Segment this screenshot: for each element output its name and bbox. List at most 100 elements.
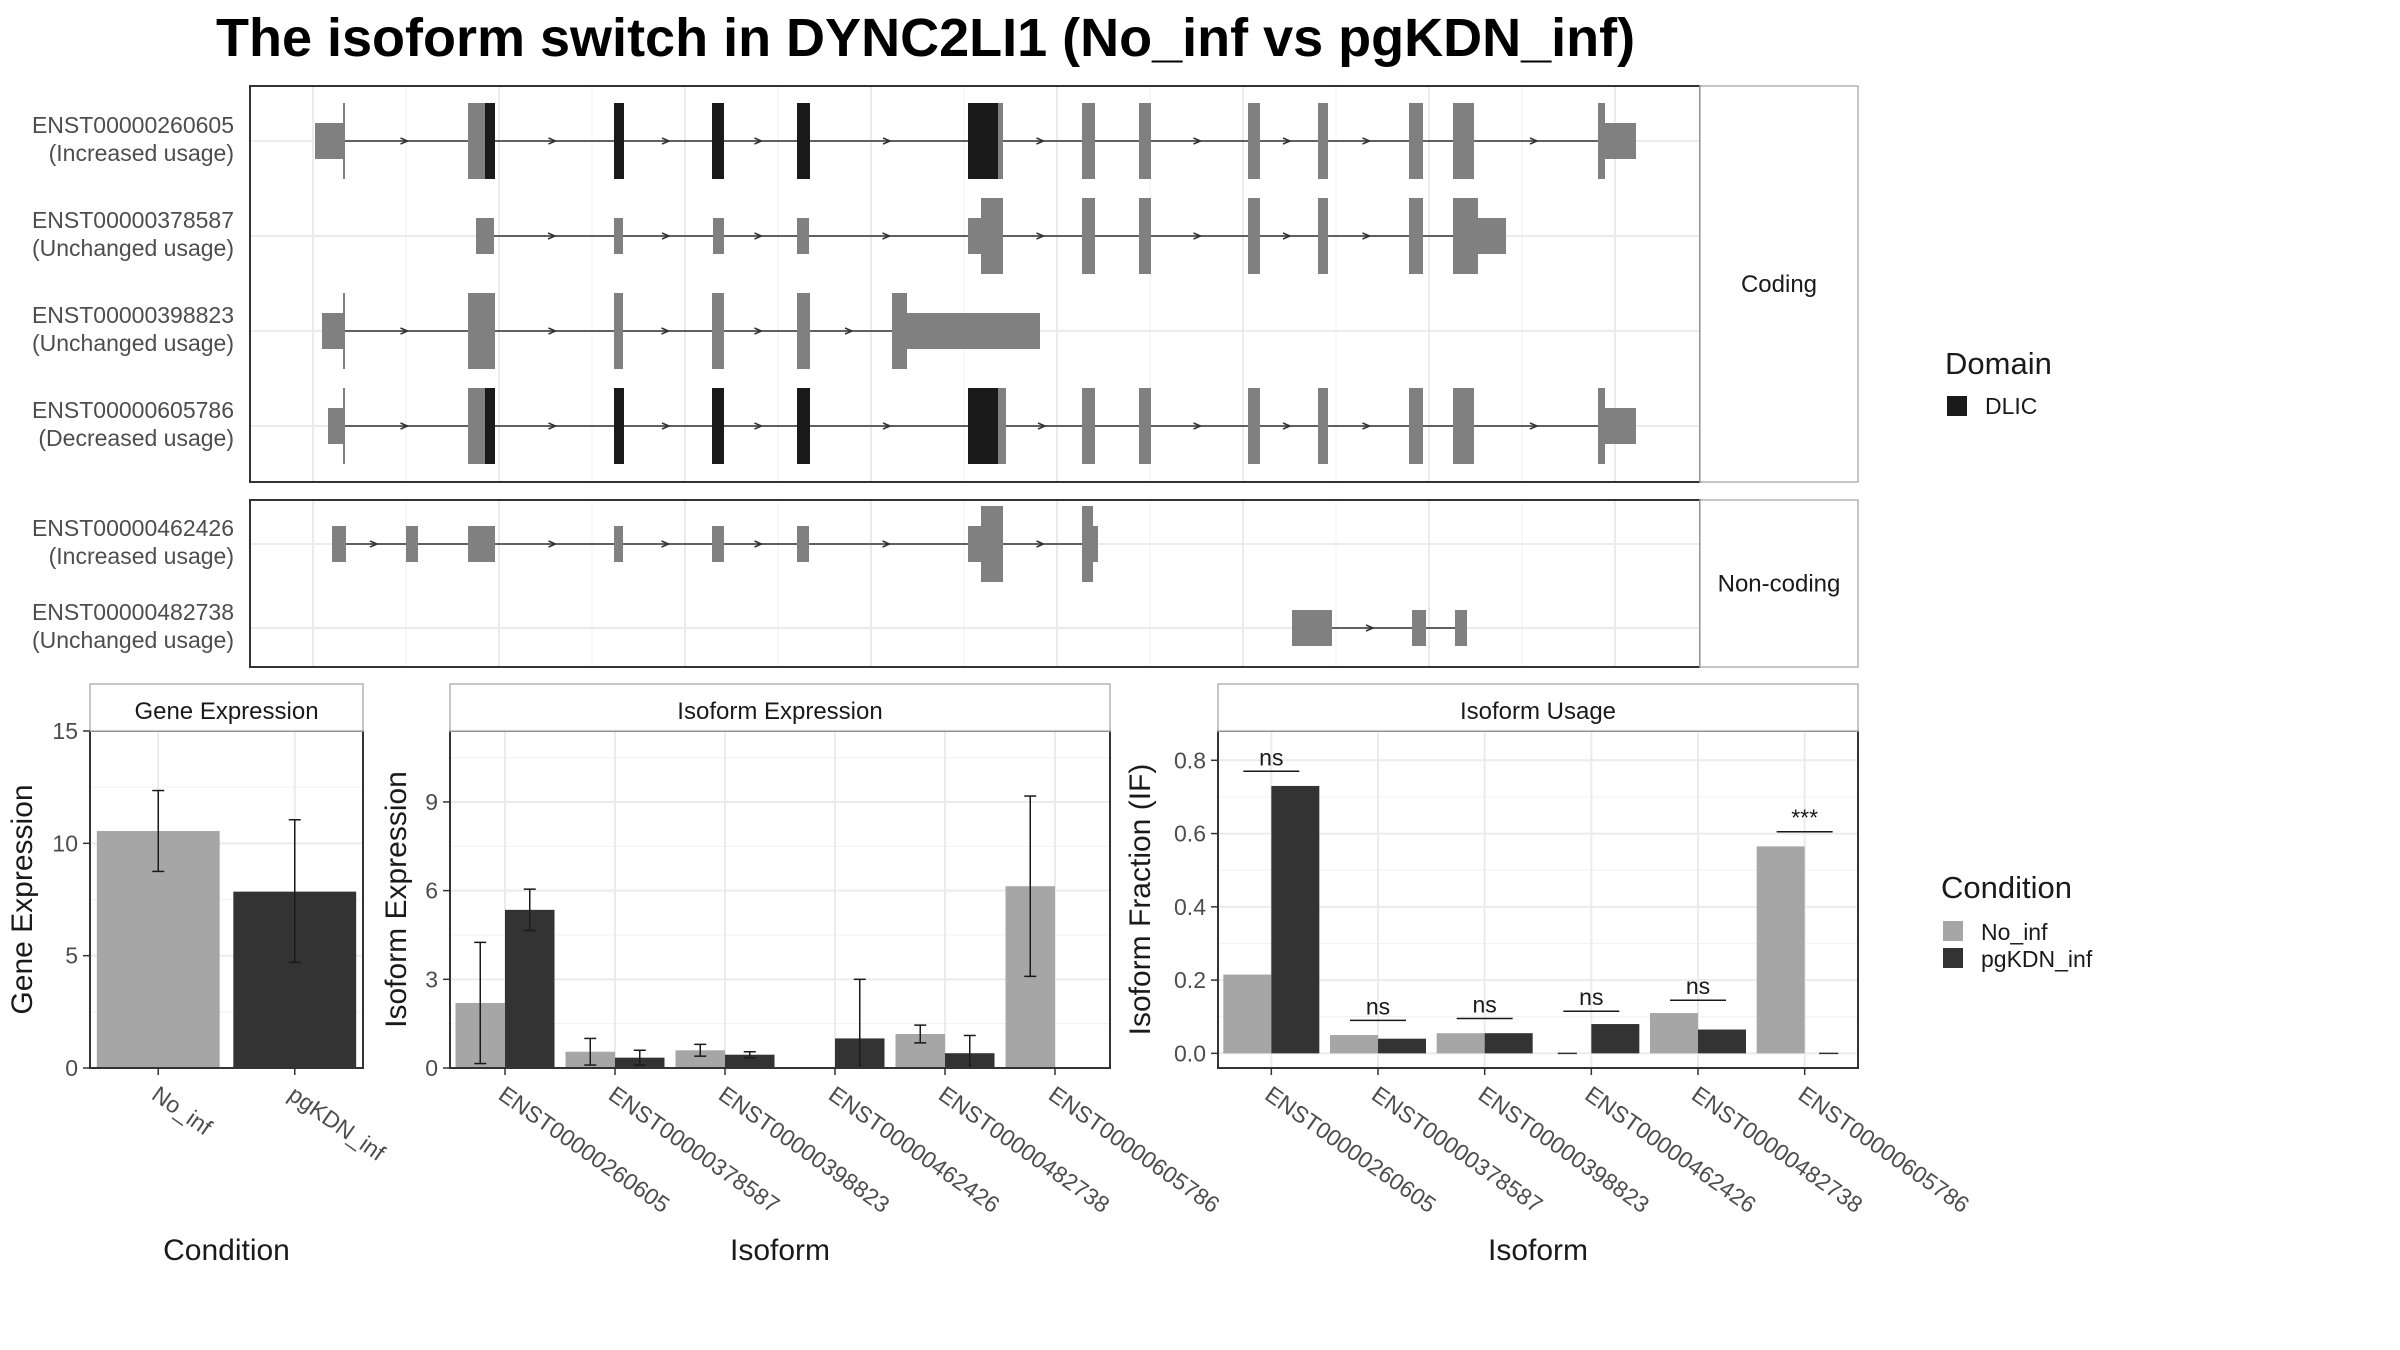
- exon-block: [797, 526, 809, 562]
- exon-block: [981, 198, 1003, 274]
- y-axis-title: Isoform Fraction (IF): [1124, 764, 1157, 1036]
- strand-arrow: [661, 540, 671, 548]
- strand-arrow: [1365, 624, 1375, 632]
- exon-block: [1453, 103, 1474, 179]
- domain-block: [614, 103, 624, 179]
- transcript-label: ENST00000482738: [32, 599, 234, 625]
- significance-label: ns: [1579, 984, 1603, 1010]
- legend-label: DLIC: [1985, 393, 2037, 419]
- transcript-label: ENST00000398823: [32, 302, 234, 328]
- facet-strip-label: Isoform Expression: [677, 698, 882, 725]
- strand-arrow: [754, 540, 764, 548]
- strand-arrow: [548, 540, 558, 548]
- strand-arrow: [369, 540, 379, 548]
- y-tick-label: 10: [52, 830, 78, 856]
- exon-block: [1292, 610, 1332, 646]
- strand-arrow: [754, 137, 764, 145]
- strand-arrow: [1282, 232, 1292, 240]
- exon-block: [712, 526, 724, 562]
- x-tick-label: ENST00000378587: [1367, 1081, 1547, 1218]
- panel-border: [249, 499, 1701, 668]
- exon-block: [1598, 103, 1605, 179]
- x-tick-label: No_inf: [147, 1081, 217, 1141]
- exon-block: [981, 506, 1003, 582]
- legend-swatch: [1943, 948, 1963, 968]
- strand-arrow: [548, 327, 558, 335]
- exon-block: [343, 293, 345, 369]
- y-tick-label: 5: [65, 943, 78, 969]
- exon-block: [1082, 198, 1095, 274]
- legend-swatch: [1947, 396, 1967, 416]
- strand-arrow: [548, 137, 558, 145]
- exon-block: [1409, 103, 1423, 179]
- significance-label: ***: [1791, 805, 1818, 831]
- exon-block: [1478, 218, 1506, 254]
- exon-block: [1248, 103, 1260, 179]
- strand-arrow: [882, 232, 892, 240]
- domain-block: [797, 388, 810, 464]
- facet-strip-label: Coding: [1741, 271, 1817, 298]
- facet-strip: [1699, 85, 1859, 483]
- y-tick-label: 9: [425, 789, 438, 815]
- bar: [675, 1050, 725, 1068]
- exon-block: [315, 123, 343, 159]
- legend-title: Condition: [1941, 870, 2072, 905]
- x-tick-label: ENST00000482738: [1687, 1081, 1867, 1218]
- exon-block: [1082, 388, 1095, 464]
- strand-arrow: [1193, 232, 1203, 240]
- bar: [1271, 785, 1320, 1054]
- facet-strip-label: Isoform Usage: [1460, 698, 1616, 725]
- domain-block: [797, 103, 810, 179]
- exon-block: [1409, 198, 1423, 274]
- exon-block: [1318, 198, 1328, 274]
- x-tick-label: ENST00000462426: [1580, 1081, 1760, 1218]
- exon-block: [1139, 103, 1151, 179]
- legend-label: No_inf: [1981, 919, 2048, 945]
- exon-block: [797, 293, 810, 369]
- facet-strip-label: Non-coding: [1718, 571, 1841, 598]
- usage-label: (Decreased usage): [38, 425, 234, 451]
- bar: [1698, 1029, 1746, 1054]
- exon-block: [468, 103, 485, 179]
- exon-block: [343, 103, 345, 179]
- exon-block: [1598, 388, 1605, 464]
- exon-block: [1082, 506, 1093, 582]
- bar: [1223, 974, 1272, 1054]
- y-tick-label: 0: [425, 1055, 438, 1081]
- strand-arrow: [661, 327, 671, 335]
- x-axis-title: Condition: [163, 1234, 290, 1267]
- usage-label: (Unchanged usage): [32, 330, 234, 356]
- strand-arrow: [661, 232, 671, 240]
- x-tick-label: ENST00000605786: [1794, 1081, 1974, 1218]
- y-axis-title: Gene Expression: [6, 784, 39, 1014]
- exon-block: [998, 103, 1003, 179]
- usage-label: (Unchanged usage): [32, 235, 234, 261]
- exon-block: [1455, 610, 1467, 646]
- bar: [725, 1054, 775, 1068]
- exon-block: [907, 313, 1040, 349]
- exon-block: [1139, 388, 1151, 464]
- exon-block: [1139, 198, 1151, 274]
- strand-arrow: [400, 327, 410, 335]
- exon-block: [328, 408, 343, 444]
- exon-block: [614, 526, 623, 562]
- exon-block: [614, 218, 623, 254]
- strand-arrow: [1282, 422, 1292, 430]
- y-tick-label: 0.2: [1174, 967, 1206, 993]
- domain-block: [968, 388, 998, 464]
- significance-label: ns: [1259, 744, 1283, 770]
- gene-structure-panels: ENST00000260605(Increased usage)ENST0000…: [32, 85, 1859, 668]
- y-axis-title: Isoform Expression: [380, 771, 413, 1028]
- exon-block: [1605, 123, 1636, 159]
- strand-arrow: [400, 422, 410, 430]
- strand-arrow: [661, 137, 671, 145]
- exon-block: [468, 526, 495, 562]
- y-tick-label: 0.0: [1174, 1040, 1206, 1066]
- strand-arrow: [882, 137, 892, 145]
- bar: [1591, 1024, 1640, 1054]
- exon-block: [968, 218, 981, 254]
- y-tick-label: 0.4: [1174, 894, 1206, 920]
- x-axis-title: Isoform: [1488, 1234, 1588, 1267]
- exon-block: [1412, 610, 1426, 646]
- facet-strip: [449, 683, 1111, 732]
